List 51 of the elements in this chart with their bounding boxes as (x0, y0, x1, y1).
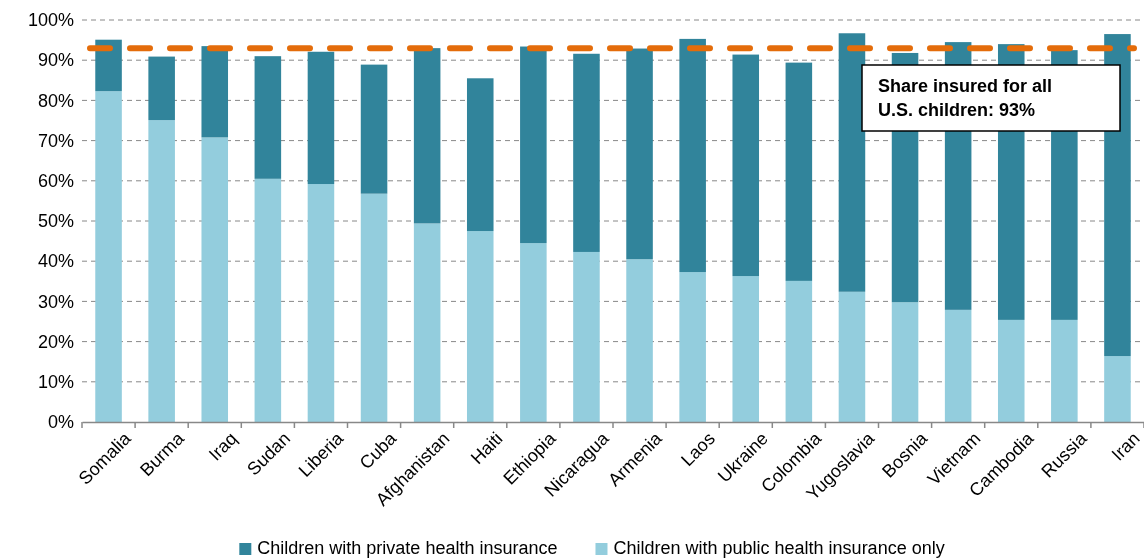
bar (838, 291, 866, 422)
bar (148, 120, 175, 422)
bar (95, 39, 122, 92)
bar (1051, 319, 1078, 422)
x-tick-label: Iran (1107, 428, 1144, 465)
ref-line-label: Share insured for all U.S. children: 93% (878, 76, 1053, 120)
bar (254, 178, 282, 422)
bar (360, 64, 388, 194)
y-tick-label: 40% (37, 251, 74, 272)
bar (201, 46, 229, 138)
legend-label: Children with private health insurance (257, 538, 558, 558)
bar (360, 193, 388, 422)
y-tick-label: 0% (47, 412, 74, 433)
bar (838, 33, 866, 292)
y-tick-label: 20% (37, 331, 74, 352)
bar (201, 137, 229, 422)
y-tick-label: 10% (37, 372, 74, 393)
bar (95, 91, 122, 422)
bar (997, 319, 1025, 422)
y-tick-label: 90% (37, 50, 74, 71)
bar (891, 302, 919, 422)
y-tick-label: 100% (27, 10, 74, 31)
bar (413, 223, 441, 422)
bar (148, 56, 175, 121)
bar (732, 54, 760, 277)
y-tick-label: 70% (37, 130, 74, 151)
bar (679, 272, 706, 422)
y-tick-label: 60% (37, 171, 74, 192)
bar (1104, 356, 1131, 422)
x-tick-label: Iraq (204, 428, 241, 465)
bar (626, 48, 653, 260)
bar (573, 53, 600, 252)
bar (466, 231, 494, 422)
bar (254, 56, 282, 179)
bar (307, 51, 335, 185)
bar (573, 251, 600, 422)
bar (626, 259, 653, 422)
y-tick-label: 30% (37, 291, 74, 312)
bar (679, 38, 706, 273)
y-tick-label: 50% (37, 211, 74, 232)
y-tick-label: 80% (37, 90, 74, 111)
bar (944, 309, 972, 422)
bar (307, 184, 335, 422)
bar (466, 78, 494, 232)
bar (785, 62, 813, 281)
bar (413, 48, 441, 224)
legend-label: Children with public health insurance only (613, 538, 945, 558)
bar (520, 46, 547, 244)
bar (520, 243, 547, 422)
bar (785, 280, 813, 422)
bar (732, 276, 760, 422)
